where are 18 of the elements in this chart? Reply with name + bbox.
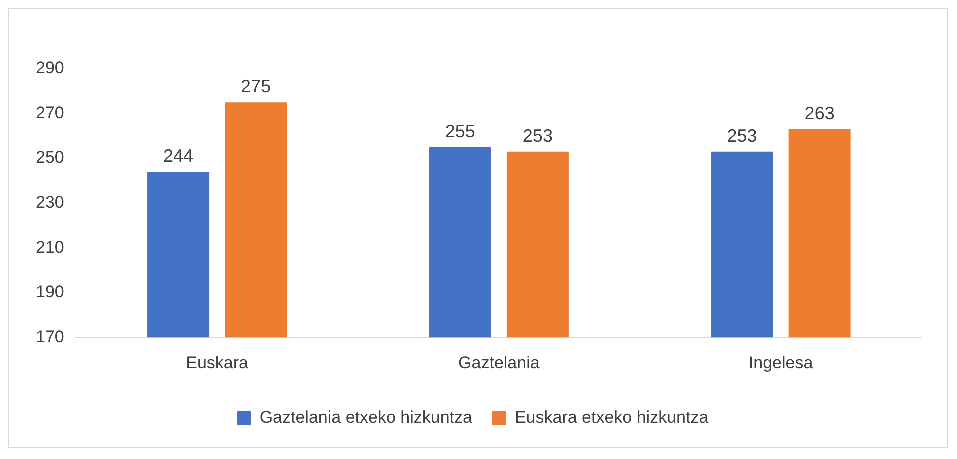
legend-label: Euskara etxeko hizkuntza xyxy=(514,408,710,428)
x-tick-label: Euskara xyxy=(186,353,250,372)
y-tick-label: 210 xyxy=(36,238,64,257)
data-label: 263 xyxy=(804,103,835,124)
data-label: 275 xyxy=(241,76,272,97)
x-tick-label: Gaztelania xyxy=(458,353,540,372)
x-tick-label: Ingelesa xyxy=(748,353,814,372)
y-tick-label: 230 xyxy=(36,192,64,212)
data-label: 255 xyxy=(445,121,476,142)
y-tick-label: 290 xyxy=(36,58,64,78)
data-label: 244 xyxy=(164,146,194,166)
data-label: 253 xyxy=(727,126,758,146)
y-tick-label: 270 xyxy=(36,103,64,122)
y-tick-label: 250 xyxy=(36,148,64,168)
data-label: 253 xyxy=(522,126,553,146)
y-tick-label: 190 xyxy=(36,282,64,302)
y-tick-label: 170 xyxy=(36,327,64,346)
legend-label: Gaztelania etxeko hizkuntza xyxy=(260,408,473,428)
